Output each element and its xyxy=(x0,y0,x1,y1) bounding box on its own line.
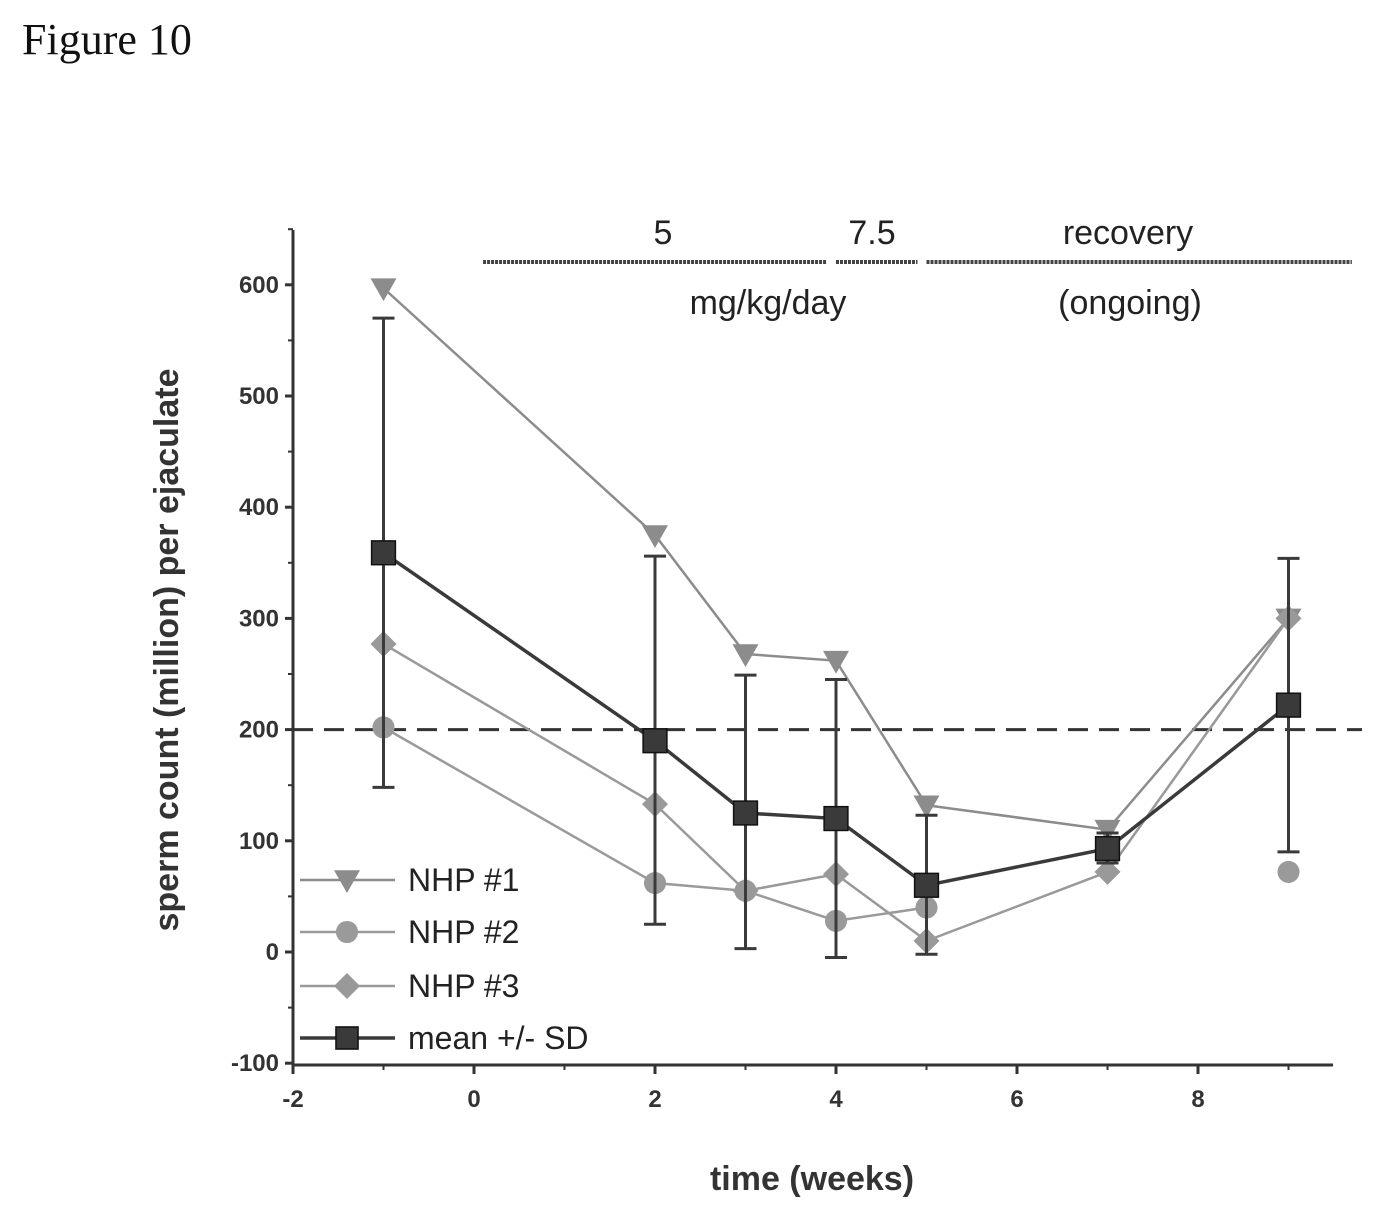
series-nhp-2 xyxy=(1277,860,1300,883)
legend-label: mean +/- SD xyxy=(408,1020,589,1056)
legend-label: NHP #1 xyxy=(408,862,519,898)
series-layer xyxy=(370,278,1302,960)
x-tick-label: 2 xyxy=(648,1086,661,1113)
data-point xyxy=(913,872,940,898)
data-point xyxy=(370,278,397,302)
y-tick-label: 0 xyxy=(266,939,279,966)
annotation-layer: 5 7.5 recovery mg/kg/day (ongoing) xyxy=(483,214,1352,322)
legend-item: NHP #3 xyxy=(300,968,519,1004)
data-point xyxy=(642,728,668,754)
x-tick-label: 8 xyxy=(1191,1086,1204,1113)
y-axis-title: sperm count (million) per ejaculate xyxy=(148,368,186,931)
x-tick-label: 0 xyxy=(467,1086,480,1113)
series-nhp-1 xyxy=(370,278,1302,843)
figure-label: Figure 10 xyxy=(22,15,192,64)
legend-item: NHP #1 xyxy=(300,862,519,898)
chart-axes: -100 0 100 200 300 400 500 600 -2 0 2 4 6 8 xyxy=(231,228,1333,1113)
legend-swatch-marker xyxy=(335,1026,359,1050)
x-axis-title: time (weeks) xyxy=(710,1160,914,1198)
data-point xyxy=(642,525,668,548)
data-point xyxy=(1277,860,1300,883)
data-point xyxy=(1094,858,1121,885)
data-point xyxy=(370,540,397,566)
data-point xyxy=(1275,692,1302,718)
dose-period-label: 7.5 xyxy=(848,214,895,252)
data-point xyxy=(913,795,940,819)
dose-period-label: recovery xyxy=(1063,214,1193,252)
legend-label: NHP #3 xyxy=(408,968,519,1004)
data-point xyxy=(732,644,759,667)
data-point xyxy=(732,800,759,826)
x-tick-label: 4 xyxy=(829,1086,843,1113)
legend-item: mean +/- SD xyxy=(300,1020,589,1056)
x-tick-label: 6 xyxy=(1010,1086,1023,1113)
y-tick-label: 200 xyxy=(239,717,279,744)
legend-item: NHP #2 xyxy=(300,914,519,950)
y-tick-label: -100 xyxy=(231,1050,279,1077)
data-point xyxy=(823,650,849,674)
dose-period-sublabel: mg/kg/day xyxy=(690,284,847,322)
y-tick-label: 100 xyxy=(239,828,279,855)
y-tick-label: 300 xyxy=(239,605,279,632)
data-point xyxy=(1094,835,1121,862)
x-tick-label: -2 xyxy=(282,1086,303,1113)
y-tick-label: 600 xyxy=(239,272,279,299)
series-mean-sd xyxy=(370,316,1302,960)
data-point xyxy=(1094,819,1121,843)
dose-period-sublabel: (ongoing) xyxy=(1058,284,1202,322)
dose-period-label: 5 xyxy=(654,214,673,252)
legend-label: NHP #2 xyxy=(408,914,519,950)
data-point xyxy=(823,805,849,832)
legend-swatch-marker xyxy=(334,870,360,893)
legend-swatch-marker xyxy=(334,973,360,999)
legend-swatch-marker xyxy=(335,920,359,944)
legend: NHP #1 NHP #2 NHP #3 mean +/- SD xyxy=(300,862,589,1056)
y-tick-label: 400 xyxy=(239,494,279,521)
y-tick-label: 500 xyxy=(239,383,279,410)
